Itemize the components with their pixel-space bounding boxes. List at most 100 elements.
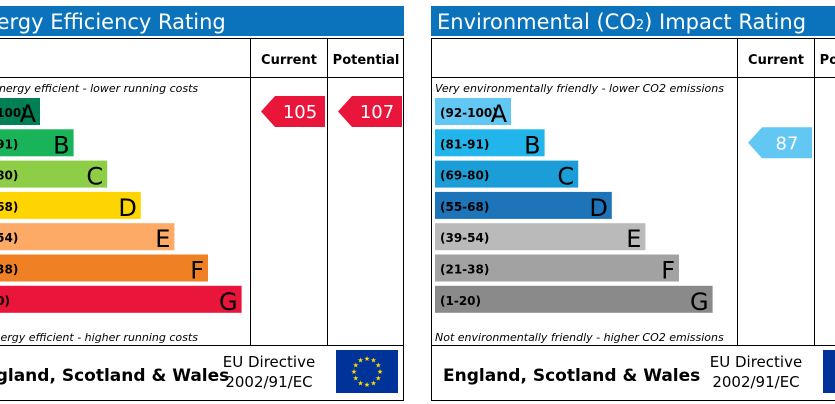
rating-arrow [338, 96, 402, 127]
energy-efficiency-panel: Energy Efficiency Rating Current Potenti… [0, 0, 404, 404]
co2-bands: (92-100)A(81-91) B(69-80) C(55-68) D(39-54)… [435, 98, 713, 316]
co2-potential-header: Potential [820, 53, 835, 68]
band-f: (21-38) F [0, 254, 208, 285]
co2-arrows: 87 [748, 127, 812, 159]
band-bar [0, 129, 74, 157]
band-range: (69-80) [440, 169, 489, 183]
band-bar [0, 254, 208, 282]
co2-footer-region: England, Scotland & Wales [443, 366, 700, 386]
band-range: (39-54) [0, 231, 18, 245]
band-d: (55-68) D [0, 191, 141, 222]
band-letter: B [53, 131, 69, 159]
band-range: (1-20) [0, 294, 10, 308]
energy-efficiency-chart: Energy Efficiency Rating Current Potenti… [0, 6, 404, 401]
band-range: (81-91) [440, 137, 489, 151]
band-range: (39-54) [440, 231, 489, 245]
band-letter: F [190, 257, 204, 285]
rating-value: 87 [776, 133, 799, 154]
eu-star-icon: ★ [351, 368, 357, 376]
band-letter: A [20, 100, 37, 128]
energy-title-bar [0, 6, 404, 36]
band-f: (21-38) F [435, 254, 679, 285]
band-bar [435, 254, 679, 282]
band-range: (55-68) [0, 200, 18, 214]
environmental-impact-panel: Environmental (CO2) Impact Rating Curren… [431, 0, 835, 404]
band-letter: F [661, 257, 675, 285]
band-c: (69-80) C [435, 160, 579, 191]
eu-star-icon: ★ [377, 368, 383, 376]
eu-star-icon: ★ [353, 362, 359, 370]
band-bar [0, 98, 40, 125]
co2-eu-directive-number: 2002/91/EC [712, 373, 799, 391]
energy-potential-header: Potential [333, 53, 400, 68]
band-bar [435, 98, 511, 125]
band-range: (21-38) [0, 263, 18, 277]
band-bar [435, 223, 646, 251]
band-e: (39-54) E [435, 223, 646, 253]
band-letter: G [219, 288, 238, 316]
energy-current-header: Current [261, 53, 317, 68]
rating-arrow [261, 96, 325, 127]
eu-flag-background [823, 350, 835, 393]
band-g: (1-20) G [0, 285, 242, 316]
current-rating-arrow: 87 [748, 127, 812, 159]
band-g: (1-20) G [435, 285, 713, 316]
energy-arrows: 105 107 [261, 96, 402, 127]
environmental-impact-chart: Environmental (CO2) Impact Rating Curren… [431, 6, 835, 401]
eu-flag-icon: ★★★★★★★★★★★★ [336, 350, 398, 393]
energy-eu-directive: EU Directive [223, 353, 315, 371]
co2-current-header: Current [748, 53, 804, 68]
energy-footer-region: England, Scotland & Wales [0, 366, 229, 386]
co2-title-bar [431, 6, 835, 36]
energy-title: Energy Efficiency Rating [0, 10, 226, 34]
energy-bands: (92-100)A(81-91)B(69-80)C(55-68)D(39-54)… [0, 98, 242, 316]
band-a: (92-100)A [435, 98, 511, 128]
band-b: (81-91) B [435, 129, 545, 159]
co2-top-caption: Very environmentally friendly - lower CO… [435, 82, 724, 95]
eu-star-icon: ★ [353, 375, 359, 383]
band-e: (39-54) E [0, 223, 175, 253]
band-bar [435, 285, 713, 313]
band-range: (1-20) [440, 294, 481, 308]
co2-bottom-caption: Not environmentally friendly - higher CO… [435, 331, 724, 344]
rating-value: 107 [360, 102, 394, 123]
band-letter: E [626, 225, 641, 253]
band-bar [0, 223, 175, 251]
band-b: (81-91) B [0, 129, 74, 159]
energy-frame [0, 38, 404, 401]
eu-star-icon: ★ [364, 355, 370, 363]
eu-star-icon: ★ [375, 362, 381, 370]
band-letter: D [589, 194, 607, 222]
energy-bottom-caption: Not energy efficient - higher running co… [0, 331, 198, 344]
band-bar [435, 191, 612, 219]
band-range: (92-100) [440, 106, 498, 120]
eu-star-icon: ★ [375, 375, 381, 383]
eu-star-icon: ★ [357, 357, 363, 365]
band-range: (69-80) [0, 169, 18, 183]
band-range: (55-68) [440, 200, 489, 214]
eu-star-icon: ★ [364, 381, 370, 389]
energy-top-caption: Very energy efficient - lower running co… [0, 82, 198, 95]
co2-eu-directive: EU Directive [710, 353, 802, 371]
band-range: (21-38) [440, 263, 489, 277]
band-letter: B [524, 131, 540, 159]
energy-eu-directive-number: 2002/91/EC [225, 373, 312, 391]
band-letter: D [118, 194, 136, 222]
band-d: (55-68) D [435, 191, 612, 222]
eu-flag-background [336, 350, 398, 393]
band-c: (69-80) C [0, 160, 108, 191]
eu-star-icon: ★ [370, 357, 376, 365]
band-bar [0, 285, 242, 313]
band-letter: E [155, 225, 170, 253]
eu-star-icon: ★ [357, 379, 363, 387]
band-bar [0, 191, 141, 219]
eu-star-icon: ★ [370, 379, 376, 387]
band-letter: C [557, 163, 574, 191]
current-rating-arrow: 105 [261, 96, 325, 127]
band-range: (81-91) [0, 137, 18, 151]
band-range: (92-100) [0, 106, 27, 120]
band-letter: G [690, 288, 709, 316]
co2-title: Environmental (CO2) Impact Rating [437, 10, 806, 34]
potential-rating-arrow: 107 [338, 96, 402, 127]
band-letter: A [491, 100, 508, 128]
